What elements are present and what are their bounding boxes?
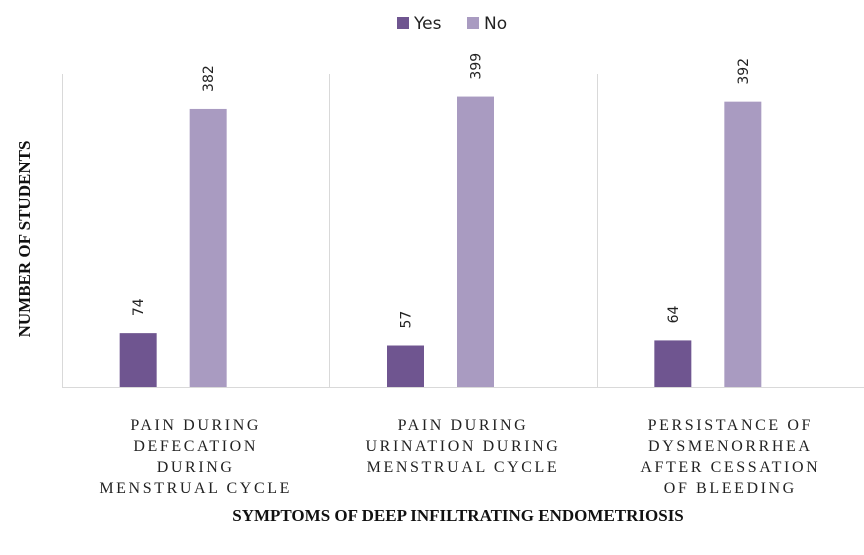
category-label: PAIN DURING DEFECATION DURING MENSTRUAL CYC… [99,417,292,497]
data-labels: 74 57 64 382 399 392 [131,53,752,329]
data-label: 74 [131,298,147,316]
data-label: 57 [399,311,415,329]
data-label: 382 [201,65,217,92]
legend-swatch-yes [397,17,409,29]
bar-yes-1 [119,333,157,387]
category-label: PERSISTANCE OF DYSMENORRHEA AFTER CESSATIO… [640,417,820,497]
legend: Yes No [397,14,507,34]
bar-no-2 [457,96,494,387]
category-labels: PAIN DURING DEFECATION DURING MENSTRUAL CYC… [99,417,820,497]
y-axis-label: NUMBER OF STUDENTS [15,141,34,338]
legend-swatch-no [467,17,479,29]
x-axis-title: SYMPTOMS OF DEEP INFILTRATING ENDOMETRIO… [232,506,684,525]
bar-no-1 [189,108,227,387]
category-separators [62,74,598,388]
data-label: 64 [666,306,682,324]
bar-yes-3 [654,340,692,387]
data-label: 392 [736,58,752,85]
data-label: 399 [469,53,485,80]
legend-label-no: No [484,14,507,34]
bar-no-3 [724,101,762,387]
bars [119,96,762,387]
category-label: PAIN DURING URINATION DURING MENSTRUAL CYC… [366,417,561,476]
bar-yes-2 [387,345,424,387]
legend-label-yes: Yes [413,14,442,34]
